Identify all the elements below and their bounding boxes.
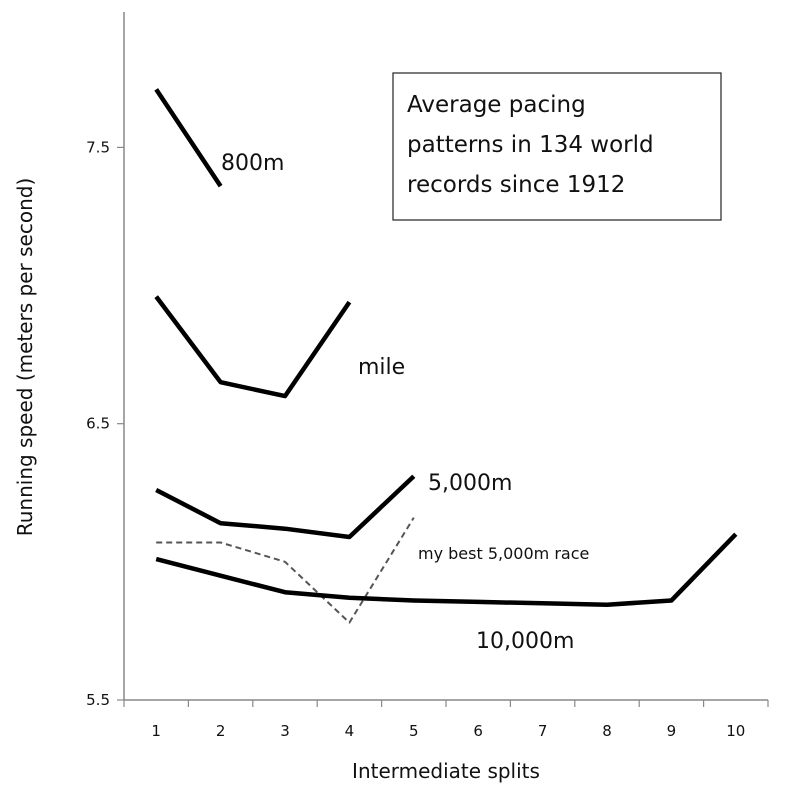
y-axis-title: Running speed (meters per second) [13,178,37,537]
series-layer [154,88,738,624]
title-line-3: records since 1912 [407,172,625,198]
series-label-800m: 800m [221,151,284,176]
series-line-5-000m [155,474,416,540]
x-tick-label: 9 [667,722,677,740]
series-label-5000m: 5,000m [428,471,512,496]
x-tick-label: 10 [726,722,745,740]
title-box: Average pacing patterns in 134 world rec… [392,72,722,221]
y-tick-label: 7.5 [86,138,110,156]
x-tick-label: 4 [345,722,355,740]
y-tick-label: 6.5 [86,415,110,433]
title-box-border [392,72,722,221]
x-axis-title: Intermediate splits [352,759,540,783]
ticks-layer: 1 2 3 4 5 6 7 8 9 10 5.5 6.5 7.5 [86,138,769,740]
x-tick-label: 2 [216,722,226,740]
x-tick-label: 7 [538,722,548,740]
series-label-10000m: 10,000m [476,629,574,654]
x-tick-label: 8 [602,722,612,740]
series-line-my-best-5-000m-race [156,517,415,624]
y-tick-label: 5.5 [86,691,110,709]
series-label-my-best: my best 5,000m race [418,544,589,563]
series-line-800m [154,88,223,188]
title-line-1: Average pacing [407,92,586,118]
series-line-10-000m [155,532,738,607]
x-tick-label: 1 [151,722,161,740]
series-line-mile [154,295,352,399]
series-label-mile: mile [358,355,405,380]
x-tick-label: 3 [280,722,290,740]
x-tick-label: 6 [473,722,483,740]
title-line-2: patterns in 134 world [407,132,654,158]
x-tick-label: 5 [409,722,419,740]
